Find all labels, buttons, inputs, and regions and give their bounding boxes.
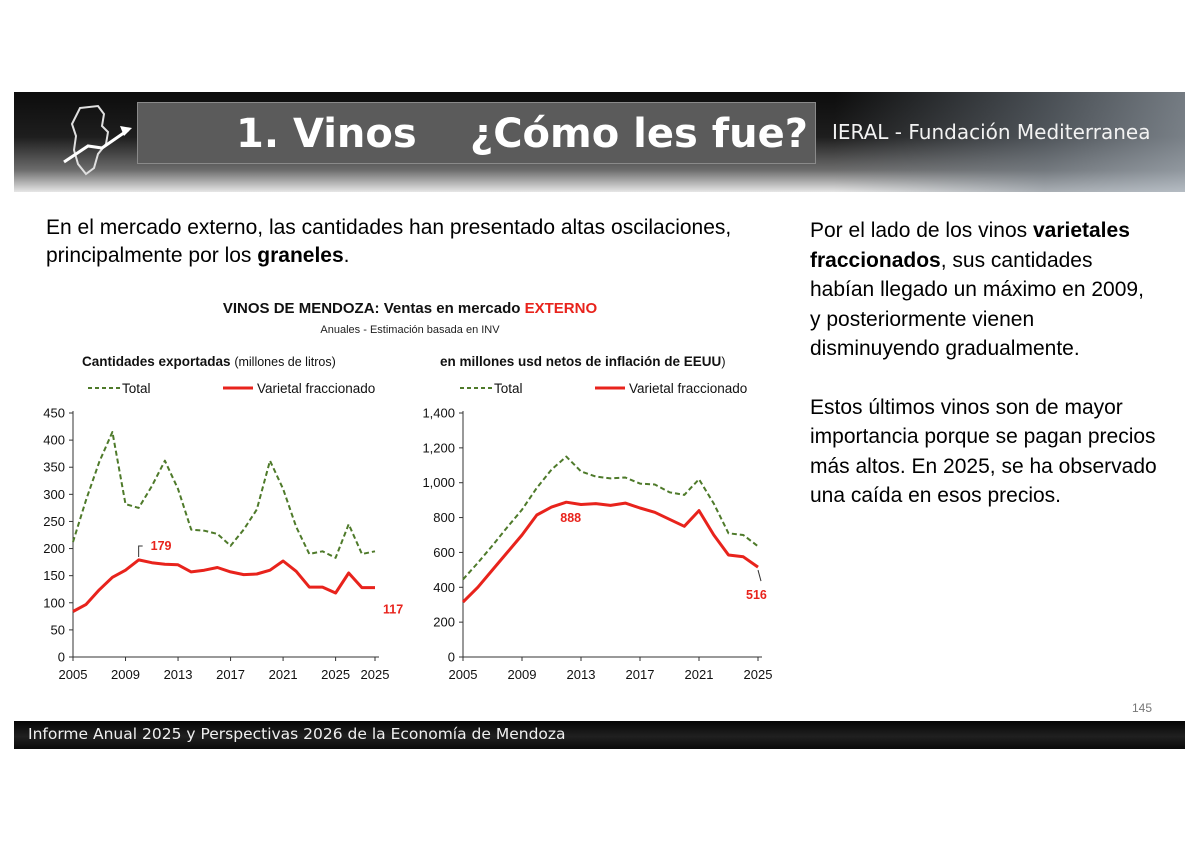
- x-tick-label: 2013: [567, 667, 596, 682]
- y-tick-label: 450: [43, 406, 65, 421]
- x-tick-label: 2025: [321, 667, 350, 682]
- intro-end: .: [343, 244, 350, 267]
- x-tick-label: 2005: [59, 667, 88, 682]
- y-tick-label: 0: [58, 650, 65, 665]
- y-tick-label: 300: [43, 487, 65, 502]
- figure-title-text: VINOS DE MENDOZA: Ventas en mercado: [222, 300, 525, 317]
- side-commentary: Por el lado de los vinos varietales frac…: [810, 216, 1160, 511]
- x-tick-label: 2017: [626, 667, 655, 682]
- y-tick-label: 1,400: [422, 406, 455, 421]
- y-tick-label: 350: [43, 460, 65, 475]
- chart-quantities-title: Cantidades exportadas (millones de litro…: [82, 354, 336, 369]
- y-tick-label: 50: [51, 622, 65, 637]
- side-p1-text: Por el lado de los vinos: [810, 219, 1033, 242]
- intro-bold: graneles: [257, 244, 344, 267]
- chart-1-legend: Total Varietal fraccionado: [460, 381, 747, 396]
- intro-text: En el mercado externo, las cantidades ha…: [46, 216, 732, 267]
- legend-varietal-label: Varietal fraccionado: [629, 381, 747, 396]
- intro-paragraph: En el mercado externo, las cantidades ha…: [46, 214, 746, 270]
- chart-quantities-title-text: Cantidades exportadas: [82, 354, 231, 369]
- side-paragraph-2: Estos últimos vinos son de mayor importa…: [810, 395, 1157, 508]
- y-tick-label: 150: [43, 568, 65, 583]
- figure-title: VINOS DE MENDOZA: Ventas en mercado EXTE…: [60, 300, 760, 317]
- annotation-leader: [138, 545, 143, 557]
- chart-0-legend: Total Varietal fraccionado: [88, 381, 375, 396]
- chart-usd-title: en millones usd netos de inflación de EE…: [440, 354, 725, 369]
- y-tick-label: 1,000: [422, 475, 455, 490]
- y-tick-label: 250: [43, 514, 65, 529]
- x-tick-label: 2025: [361, 667, 390, 682]
- page-number: 145: [1132, 701, 1153, 715]
- series-total-line: [462, 455, 759, 581]
- page-title: 1. Vinos ¿Cómo les fue?: [138, 108, 815, 160]
- header-banner: 1. Vinos ¿Cómo les fue? IERAL - Fundació…: [14, 92, 1185, 192]
- annotation-leader: [757, 569, 762, 582]
- y-tick-label: 200: [43, 541, 65, 556]
- y-tick-label: 1,200: [422, 440, 455, 455]
- footer-bar: Informe Anual 2025 y Perspectivas 2026 d…: [14, 721, 1185, 749]
- side-paragraph-1: Por el lado de los vinos varietales frac…: [810, 216, 1160, 364]
- chart-quantities-unit: (millones de litros): [234, 355, 336, 369]
- figure-title-highlight: EXTERNO: [524, 300, 598, 317]
- x-tick-label: 2017: [216, 667, 245, 682]
- y-tick-label: 400: [43, 433, 65, 448]
- organization-name: IERAL - Fundación Mediterranea: [832, 120, 1151, 144]
- legend-total-label: Total: [494, 381, 523, 396]
- mendoza-map-logo-icon: [63, 104, 132, 176]
- annotation-label: 888: [560, 511, 581, 525]
- title-question: ¿Cómo les fue?: [470, 111, 808, 157]
- y-tick-label: 800: [433, 510, 455, 525]
- series-varietal-line: [72, 558, 375, 613]
- footer-text: Informe Anual 2025 y Perspectivas 2026 d…: [28, 725, 566, 743]
- y-tick-label: 100: [43, 595, 65, 610]
- chart-usd-plot: Total Varietal fraccionado 0 200 400 600 800 1,…: [422, 381, 773, 682]
- banner-background-image: [834, 92, 1185, 192]
- x-tick-label: 2005: [449, 667, 478, 682]
- chart-usd-unit: ): [721, 355, 726, 369]
- legend-varietal-label: Varietal fraccionado: [257, 381, 375, 396]
- side-p1-rest: , sus cantidades habían llegado un máxim…: [810, 248, 1144, 361]
- chart-quantities-plot: Total Varietal fraccionado 0 50 100 150 200 250…: [43, 381, 403, 682]
- side-p1-bold: varietales fraccionados: [810, 219, 1130, 272]
- x-tick-label: 2021: [685, 667, 714, 682]
- x-tick-label: 2009: [111, 667, 140, 682]
- x-tick-label: 2025: [744, 667, 773, 682]
- annotation-label: 117: [383, 603, 403, 617]
- series-total-line: [72, 431, 376, 559]
- legend-total-label: Total: [122, 381, 151, 396]
- y-tick-label: 400: [433, 580, 455, 595]
- chart-quantities: Cantidades exportadas (millones de litro…: [30, 348, 403, 688]
- x-tick-label: 2013: [164, 667, 193, 682]
- annotation-label: 516: [746, 588, 767, 602]
- series-varietal-line: [461, 500, 759, 604]
- y-tick-label: 0: [448, 650, 455, 665]
- x-tick-label: 2021: [269, 667, 298, 682]
- chart-usd-title-text: en millones usd netos de inflación de EE…: [440, 354, 722, 369]
- title-box: 1. Vinos ¿Cómo les fue?: [137, 102, 816, 164]
- y-tick-label: 200: [433, 615, 455, 630]
- chart-usd: en millones usd netos de inflación de EE…: [410, 348, 780, 688]
- title-number: 1. Vinos: [236, 111, 417, 157]
- x-tick-label: 2009: [508, 667, 537, 682]
- y-tick-label: 600: [433, 545, 455, 560]
- annotation-label: 179: [151, 539, 172, 553]
- figure-subtitle: Anuales - Estimación basada en INV: [320, 324, 500, 336]
